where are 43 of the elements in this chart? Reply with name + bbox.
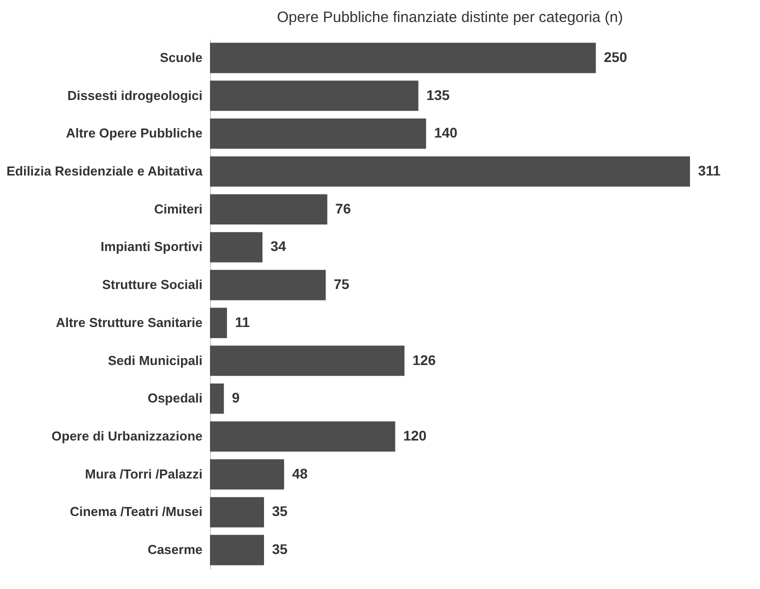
bar xyxy=(210,459,284,490)
chart-title: Opere Pubbliche finanziate distinte per categoria (n) xyxy=(276,9,624,26)
bar xyxy=(210,80,418,111)
y-tick-label: Cinema /Teatri /Musei xyxy=(70,504,202,520)
y-tick-label: Cimiteri xyxy=(154,201,202,216)
y-tick-label: Ospedali xyxy=(148,390,202,406)
bar xyxy=(210,308,227,338)
bar xyxy=(210,346,404,376)
bar xyxy=(210,270,326,300)
data-label: 140 xyxy=(434,124,458,141)
data-label: 135 xyxy=(426,86,450,103)
bar xyxy=(210,194,328,224)
bar xyxy=(210,384,224,414)
data-label: 35 xyxy=(272,541,288,558)
data-label: 35 xyxy=(272,503,288,520)
bar xyxy=(210,42,596,74)
bar xyxy=(210,497,264,528)
y-tick-label: Altre Strutture Sanitarie xyxy=(56,314,202,330)
y-tick-label: Strutture Sociali xyxy=(102,277,202,292)
bar xyxy=(210,421,396,452)
data-label: 126 xyxy=(412,352,436,368)
y-tick-label: Dissesti idrogeologici xyxy=(67,88,202,103)
y-tick-label: Opere di Urbanizzazione xyxy=(52,428,202,444)
data-label: 120 xyxy=(403,428,427,444)
bar xyxy=(210,232,262,262)
data-label: 34 xyxy=(270,238,286,254)
y-tick-label: Sedi Municipali xyxy=(108,352,202,368)
bar xyxy=(210,534,264,566)
data-label: 75 xyxy=(334,276,350,292)
data-label: 311 xyxy=(698,162,721,178)
data-label: 48 xyxy=(292,465,308,482)
y-tick-label: Scuole xyxy=(160,50,202,65)
y-tick-label: Edilizia Residenziale e Abitativa xyxy=(6,164,204,178)
y-tick-label: Caserme xyxy=(148,542,202,558)
y-tick-label: Altre Opere Pubbliche xyxy=(66,126,202,141)
bar xyxy=(210,118,426,149)
data-label: 76 xyxy=(335,200,352,216)
y-tick-label: Impianti Sportivi xyxy=(100,239,202,254)
data-label: 250 xyxy=(604,48,628,65)
data-label: 11 xyxy=(234,314,250,330)
y-tick-label: Mura /Torri /Palazzi xyxy=(84,466,202,482)
bar xyxy=(210,156,690,187)
data-label: 9 xyxy=(232,390,240,406)
